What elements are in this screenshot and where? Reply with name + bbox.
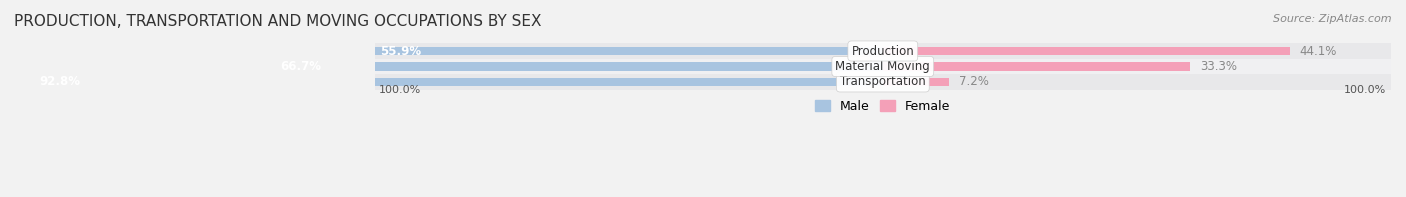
Text: 33.3%: 33.3% (1199, 60, 1237, 73)
Text: Transportation: Transportation (839, 75, 925, 88)
Bar (883, 62, 1191, 71)
Text: Material Moving: Material Moving (835, 60, 931, 73)
Bar (367, 47, 883, 55)
Bar (25, 78, 883, 86)
Text: 100.0%: 100.0% (380, 85, 422, 95)
Bar (374, 59, 1391, 74)
Bar (883, 47, 1291, 55)
Text: 100.0%: 100.0% (1344, 85, 1386, 95)
Bar (267, 62, 883, 71)
Text: 92.8%: 92.8% (39, 75, 80, 88)
Text: 55.9%: 55.9% (380, 45, 422, 58)
Bar (374, 43, 1391, 59)
Text: Source: ZipAtlas.com: Source: ZipAtlas.com (1274, 14, 1392, 24)
Bar (374, 74, 1391, 90)
Text: 66.7%: 66.7% (280, 60, 322, 73)
Text: 44.1%: 44.1% (1299, 45, 1337, 58)
Text: Production: Production (852, 45, 914, 58)
Bar (883, 78, 949, 86)
Legend: Male, Female: Male, Female (811, 96, 955, 117)
Text: 7.2%: 7.2% (959, 75, 988, 88)
Text: PRODUCTION, TRANSPORTATION AND MOVING OCCUPATIONS BY SEX: PRODUCTION, TRANSPORTATION AND MOVING OC… (14, 14, 541, 29)
